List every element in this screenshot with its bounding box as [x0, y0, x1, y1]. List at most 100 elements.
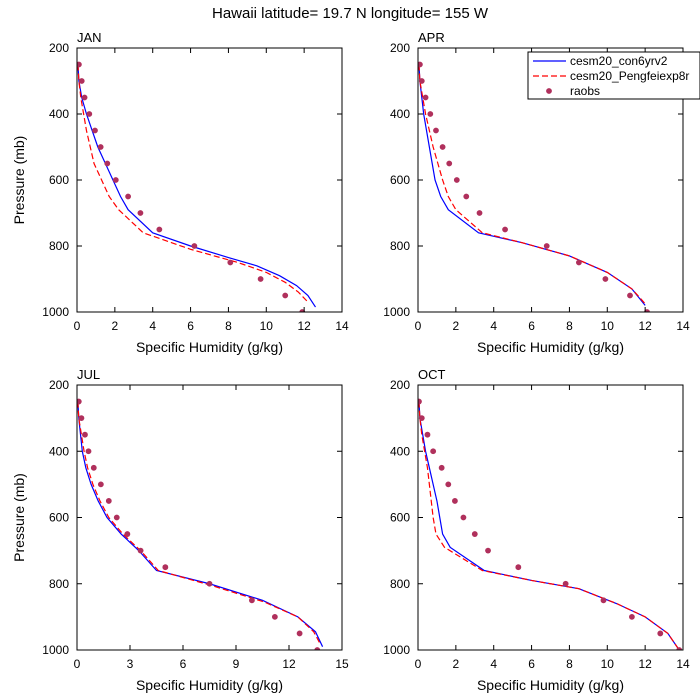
raobs-point: [452, 498, 458, 504]
y-tick-label: 200: [390, 41, 410, 55]
x-axis-label: Specific Humidity (g/kg): [477, 339, 624, 355]
x-tick-label: 0: [74, 319, 81, 333]
series-line-0: [418, 64, 646, 306]
raobs-point: [90, 464, 97, 471]
x-tick-label: 10: [601, 657, 615, 671]
x-tick-label: 8: [566, 657, 573, 671]
raobs-point: [515, 564, 522, 571]
raobs-point: [460, 514, 467, 521]
x-tick-label: 0: [74, 657, 81, 671]
raobs-point: [97, 144, 104, 150]
y-tick-label: 200: [390, 378, 410, 392]
raobs-point: [92, 127, 98, 134]
raobs-point: [418, 61, 423, 68]
series-line-0: [418, 401, 680, 650]
raobs-point: [78, 415, 85, 422]
panel-jan: 0 2 4 6 8 10 12 14 200 400 600 800 1000 JAN Specific H…: [11, 30, 349, 355]
raobs-point: [676, 647, 683, 650]
x-tick-label: 2: [453, 657, 460, 671]
raobs-point: [82, 431, 88, 438]
y-tick-label: 800: [49, 239, 69, 253]
raobs-point: [657, 630, 664, 637]
x-tick-label: 4: [149, 319, 156, 333]
raobs-point: [77, 61, 82, 68]
raobs-point: [438, 464, 445, 471]
series-group: [418, 398, 683, 650]
raobs-point: [430, 448, 437, 455]
x-tick-label: 4: [490, 319, 497, 333]
panel-title: OCT: [418, 367, 446, 382]
x-tick-label: 0: [415, 319, 422, 333]
panels-group: 0 2 4 6 8 10 12 14 200 4 0 0 600 800 1000 JAN Specific H…: [11, 30, 690, 693]
raobs-point: [125, 193, 132, 200]
y-axis-label: Pressure (mb): [11, 473, 27, 562]
raobs-point: [78, 78, 85, 84]
x-tick-label: 6: [180, 657, 187, 671]
y-tick-label: 1000: [383, 643, 410, 657]
raobs-point: [257, 276, 264, 282]
x-tick-label: 15: [335, 657, 349, 671]
raobs-point: [137, 547, 144, 554]
raobs-point: [418, 415, 425, 422]
raobs-point: [282, 292, 289, 299]
raobs-point: [562, 580, 569, 587]
x-tick-label: 4: [490, 657, 497, 671]
raobs-point: [77, 398, 82, 405]
raobs-point: [463, 193, 470, 200]
raobs-point: [627, 292, 633, 299]
raobs-point: [271, 613, 278, 620]
y-tick-label: 600: [390, 173, 410, 187]
x-tick-label: 2: [112, 319, 119, 333]
series-group: [77, 398, 324, 650]
legend-label: cesm20_con6yrv2: [570, 54, 668, 68]
x-tick-label: 14: [676, 657, 690, 671]
x-tick-label: 12: [282, 657, 296, 671]
y-tick-label: 600: [49, 511, 69, 525]
x-tick-label: 12: [638, 319, 652, 333]
x-axis-label: Specific Humidity (g/kg): [136, 677, 283, 693]
y-tick-label: 800: [49, 577, 69, 591]
raobs-point: [575, 259, 582, 266]
series-group: [77, 61, 317, 312]
raobs-point: [227, 259, 234, 266]
raobs-point: [471, 531, 478, 537]
panel-apr: 0 2 4 6 8 10 12 14 200 400 600 800 1000 APR Specific H…: [383, 30, 690, 355]
raobs-point: [418, 78, 425, 84]
x-tick-label: 6: [187, 319, 194, 333]
panel-title: JAN: [77, 30, 102, 45]
panel-title: JUL: [77, 367, 100, 382]
raobs-point: [453, 177, 460, 183]
x-tick-label: 12: [638, 657, 652, 671]
raobs-point: [81, 94, 88, 101]
panel-title: APR: [418, 30, 445, 45]
raobs-point: [600, 597, 607, 604]
x-tick-label: 8: [566, 319, 573, 333]
raobs-point: [628, 613, 635, 620]
raobs-point: [206, 580, 213, 587]
series-line-1: [77, 401, 322, 646]
y-tick-label: 800: [390, 577, 410, 591]
raobs-point: [85, 448, 92, 455]
raobs-point: [485, 547, 491, 554]
x-tick-label: 10: [601, 319, 615, 333]
series-group: [418, 61, 650, 312]
plot-frame: [417, 384, 684, 651]
raobs-point: [249, 597, 255, 604]
y-tick-label: 200: [49, 41, 69, 55]
raobs-point: [433, 127, 439, 134]
x-axis-label: Specific Humidity (g/kg): [136, 339, 283, 355]
raobs-point: [86, 111, 93, 117]
raobs-point: [445, 481, 452, 488]
raobs-point: [476, 210, 483, 216]
raobs-point: [296, 630, 303, 637]
raobs-point: [105, 498, 112, 504]
y-tick-label: 600: [390, 511, 410, 525]
raobs-point: [439, 144, 446, 150]
legend-marker: [546, 88, 552, 94]
figure-title: Hawaii latitude= 19.7 N longitude= 155 W: [212, 5, 489, 22]
raobs-point: [427, 111, 434, 117]
series-line-1: [418, 64, 646, 305]
x-axis-label: Specific Humidity (g/kg): [477, 677, 624, 693]
x-tick-label: 6: [528, 319, 535, 333]
x-tick-label: 0: [415, 657, 422, 671]
